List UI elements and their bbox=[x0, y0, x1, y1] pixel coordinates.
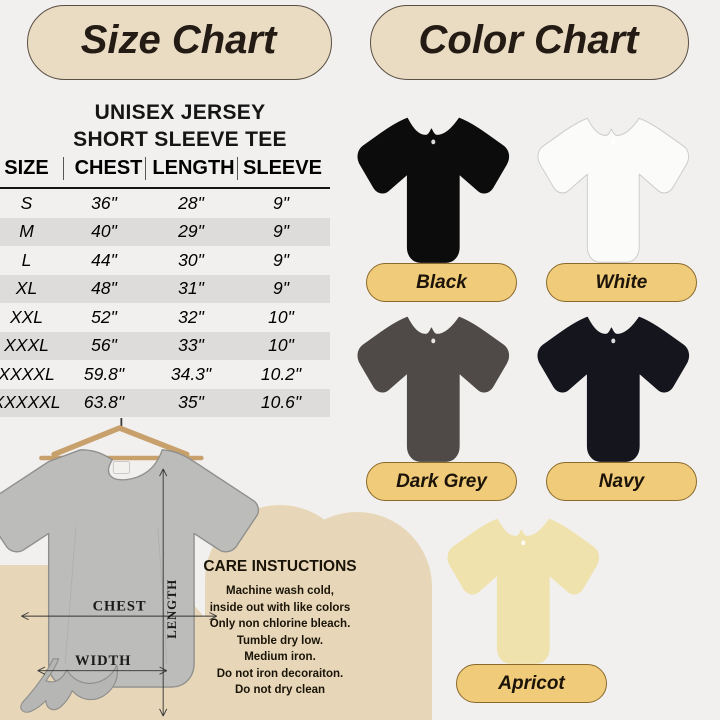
svg-text:CHEST: CHEST bbox=[93, 599, 147, 615]
svg-text:LENGTH: LENGTH bbox=[165, 579, 179, 639]
svg-text:WIDTH: WIDTH bbox=[75, 653, 131, 669]
